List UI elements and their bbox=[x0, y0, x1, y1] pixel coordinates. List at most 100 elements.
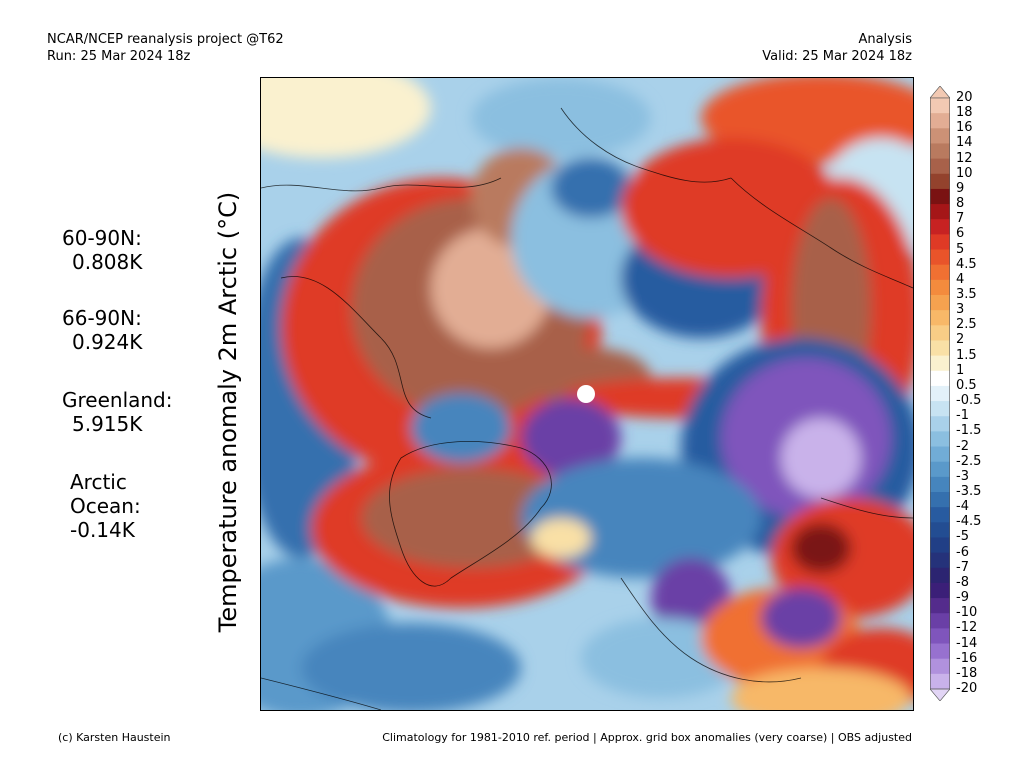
stat-arctic-ocean: Arctic Ocean: -0.14K bbox=[62, 470, 141, 542]
colorbar-band bbox=[930, 643, 950, 660]
colorbar-tick-label: -18 bbox=[956, 665, 978, 681]
colorbar-tick-label: -14 bbox=[956, 635, 978, 651]
colorbar-tick-label: 18 bbox=[956, 105, 973, 121]
stat-value: -0.14K bbox=[70, 518, 135, 542]
colorbar-tick-label: -4.5 bbox=[956, 514, 982, 530]
colorbar-tick-label: -4 bbox=[956, 499, 969, 515]
colorbar-band bbox=[930, 507, 950, 523]
stat-value: 5.915K bbox=[72, 412, 143, 436]
valid-time: Valid: 25 Mar 2024 18z bbox=[762, 49, 912, 64]
colorbar-band bbox=[930, 567, 950, 584]
model-title: NCAR/NCEP reanalysis project @T62 bbox=[47, 32, 284, 47]
colorbar-tick-label: -10 bbox=[956, 605, 978, 621]
analysis-label: Analysis bbox=[858, 32, 912, 47]
colorbar-band bbox=[930, 673, 950, 690]
colorbar-tick-label: 5 bbox=[956, 241, 965, 257]
header-right: Analysis Valid: 25 Mar 2024 18z bbox=[762, 31, 912, 65]
anomaly-map-canvas bbox=[261, 78, 913, 710]
anomaly-map bbox=[260, 77, 914, 711]
colorbar-tick-label: 4.5 bbox=[956, 256, 977, 272]
colorbar-tick-label: -0.5 bbox=[956, 393, 982, 409]
colorbar-band bbox=[930, 537, 950, 554]
colorbar-tick-label: -6 bbox=[956, 544, 969, 560]
colorbar: 20 18 16 14 12 10 9 8 7 6 5 4.5 4 3.5 3 2.5 2 1.5 1 0.5 -0.5… bbox=[929, 85, 981, 702]
colorbar-tick-label: 10 bbox=[956, 165, 973, 181]
colorbar-band bbox=[930, 658, 950, 675]
colorbar-tick-label: -1 bbox=[956, 408, 969, 424]
colorbar-tick-label: -2 bbox=[956, 438, 969, 454]
colorbar-top-arrow bbox=[929, 85, 951, 99]
colorbar-band bbox=[930, 295, 950, 311]
colorbar-band bbox=[930, 401, 950, 417]
colorbar-band bbox=[930, 310, 950, 326]
anomaly-field bbox=[261, 78, 913, 710]
colorbar-tick-label: -9 bbox=[956, 590, 969, 606]
stat-label: Arctic bbox=[70, 470, 127, 494]
run-time: Run: 25 Mar 2024 18z bbox=[47, 49, 191, 64]
colorbar-band bbox=[930, 98, 950, 114]
colorbar-tick-label: 3.5 bbox=[956, 287, 977, 302]
stat-value: 0.808K bbox=[72, 250, 143, 274]
stat-greenland: Greenland: 5.915K bbox=[62, 388, 173, 436]
stat-label: Greenland: bbox=[62, 388, 173, 412]
colorbar-tick-label: 1.5 bbox=[956, 347, 977, 363]
colorbar-band bbox=[930, 522, 950, 538]
colorbar-band bbox=[930, 279, 950, 296]
stat-label-2: Ocean: bbox=[70, 494, 141, 518]
colorbar-band bbox=[930, 582, 950, 599]
header-left: NCAR/NCEP reanalysis project @T62 Run: 2… bbox=[47, 31, 284, 65]
colorbar-tick-label: 7 bbox=[956, 211, 965, 227]
colorbar-band bbox=[930, 219, 950, 235]
colorbar-band bbox=[930, 204, 950, 220]
colorbar-band bbox=[930, 234, 950, 251]
map-axis-title: Temperature anomaly 2m Arctic (°C) bbox=[214, 191, 242, 633]
colorbar-bottom-arrow bbox=[929, 688, 951, 702]
colorbar-scale bbox=[929, 85, 951, 702]
colorbar-tick-label: -8 bbox=[956, 574, 969, 590]
colorbar-tick-label: 9 bbox=[956, 180, 965, 196]
colorbar-band bbox=[930, 249, 950, 266]
colorbar-tick-label: 4 bbox=[956, 271, 965, 287]
colorbar-band bbox=[930, 476, 950, 493]
colorbar-tick-label: 16 bbox=[956, 120, 973, 136]
credit: (c) Karsten Haustein bbox=[58, 731, 171, 744]
stat-66-90n: 66-90N: 0.924K bbox=[62, 306, 142, 354]
colorbar-band bbox=[930, 598, 950, 614]
stat-60-90n: 60-90N: 0.808K bbox=[62, 226, 142, 274]
colorbar-tick-label: 14 bbox=[956, 135, 973, 151]
colorbar-band bbox=[930, 446, 950, 463]
stat-label: 66-90N: bbox=[62, 306, 142, 330]
colorbar-band bbox=[930, 431, 950, 448]
colorbar-tick-label: 8 bbox=[956, 196, 965, 212]
colorbar-tick-label: 2.5 bbox=[956, 317, 977, 333]
colorbar-band bbox=[930, 113, 950, 129]
colorbar-band bbox=[930, 461, 950, 478]
colorbar-band bbox=[930, 128, 950, 144]
colorbar-tick-label: 12 bbox=[956, 150, 973, 166]
colorbar-tick-label: -20 bbox=[956, 681, 978, 696]
colorbar-tick-label: -3 bbox=[956, 468, 969, 484]
colorbar-tick-label: -5 bbox=[956, 529, 969, 545]
colorbar-band bbox=[930, 370, 950, 387]
colorbar-tick-label: -7 bbox=[956, 559, 969, 575]
pole-marker bbox=[577, 385, 595, 403]
colorbar-tick-label: 1 bbox=[956, 362, 965, 378]
colorbar-band bbox=[930, 492, 950, 508]
colorbar-tick-label: -12 bbox=[956, 620, 978, 636]
colorbar-tick-label: -3.5 bbox=[956, 484, 982, 499]
colorbar-band bbox=[930, 173, 950, 190]
colorbar-band bbox=[930, 385, 950, 402]
colorbar-tick-label: 0.5 bbox=[956, 377, 977, 393]
colorbar-tick-label: 3 bbox=[956, 302, 965, 318]
stat-value: 0.924K bbox=[72, 330, 143, 354]
colorbar-band bbox=[930, 355, 950, 372]
colorbar-tick-label: 6 bbox=[956, 226, 965, 242]
colorbar-band bbox=[930, 552, 950, 569]
colorbar-band bbox=[930, 143, 950, 160]
colorbar-band bbox=[930, 340, 950, 357]
colorbar-tick-label: 20 bbox=[956, 90, 973, 105]
stat-label: 60-90N: bbox=[62, 226, 142, 250]
colorbar-band bbox=[930, 264, 950, 281]
colorbar-tick-label: -1.5 bbox=[956, 423, 982, 439]
coastlines bbox=[261, 107, 913, 710]
